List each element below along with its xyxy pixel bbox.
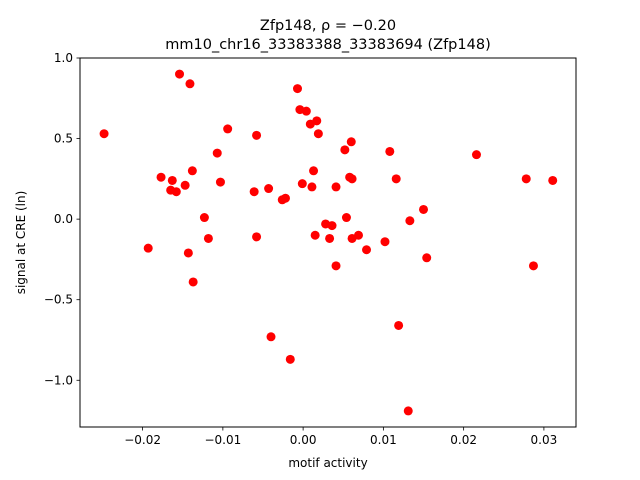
scatter-point [280,193,290,203]
scatter-point [353,230,363,240]
scatter-point [405,216,415,226]
scatter-point [293,84,303,94]
scatter-point [528,261,538,271]
scatter-point [185,79,195,89]
scatter-point [391,174,401,184]
scatter-point [188,277,198,287]
y-tick-label: −0.5 [44,293,73,307]
scatter-point [285,354,295,364]
scatter-point [331,182,341,192]
scatter-point [548,175,558,185]
axis-ticks: −0.02 −0.01 0.00 0.01 0.02 0.03 1.0 0.5 0.0 −0.5 −… [44,51,557,447]
scatter-point [403,406,413,416]
y-tick-label: 0.5 [54,132,73,146]
scatter-point [347,174,357,184]
scatter-point [521,174,531,184]
scatter-point [223,124,233,134]
scatter-point [249,187,259,197]
x-tick-label: −0.01 [204,433,241,447]
scatter-point [313,129,323,139]
scatter-point [312,116,322,126]
scatter-point [180,180,190,190]
scatter-point [307,182,317,192]
scatter-point [325,233,335,243]
scatter-point [199,213,209,223]
scatter-point [346,137,356,147]
scatter-point [266,332,276,342]
scatter-point [167,175,177,185]
chart-title-line1: Zfp148, ρ = −0.20 [260,18,396,34]
scatter-point [252,130,262,140]
scatter-point [301,106,311,116]
scatter-point [422,253,432,263]
scatter-point [187,166,197,176]
x-tick-label: 0.00 [290,433,317,447]
y-tick-label: 0.0 [54,212,73,226]
scatter-point [212,148,222,158]
x-axis-label: motif activity [288,456,367,470]
scatter-point [297,179,307,189]
scatter-point [171,187,181,197]
scatter-point [385,146,395,156]
scatter-point [380,237,390,247]
x-tick-label: 0.02 [450,433,477,447]
plot-frame [79,57,577,428]
scatter-point [310,230,320,240]
scatter-point [156,172,166,182]
scatter-point [341,213,351,223]
scatter-point [309,166,319,176]
y-axis-label: signal at CRE (ln) [14,191,28,295]
scatter-point [419,204,429,214]
scatter-point [264,184,274,194]
scatter-point [394,320,404,330]
y-tick-label: −1.0 [44,373,73,387]
x-tick-label: 0.03 [531,433,558,447]
scatter-point [215,177,225,187]
chart-title-line2: mm10_chr16_33383388_33383694 (Zfp148) [165,37,490,53]
scatter-point [340,145,350,155]
x-tick-label: 0.01 [370,433,397,447]
scatter-point [252,232,262,242]
x-tick-label: −0.02 [124,433,161,447]
scatter-point [362,245,372,255]
data-points [99,69,558,416]
scatter-point [143,243,153,253]
scatter-point [327,221,337,231]
scatter-point [183,248,193,258]
scatter-point [99,129,109,139]
scatter-point [203,233,213,243]
y-tick-label: 1.0 [54,51,73,65]
scatter-point [175,69,185,79]
scatter-point [471,150,481,160]
scatter-point [331,261,341,271]
